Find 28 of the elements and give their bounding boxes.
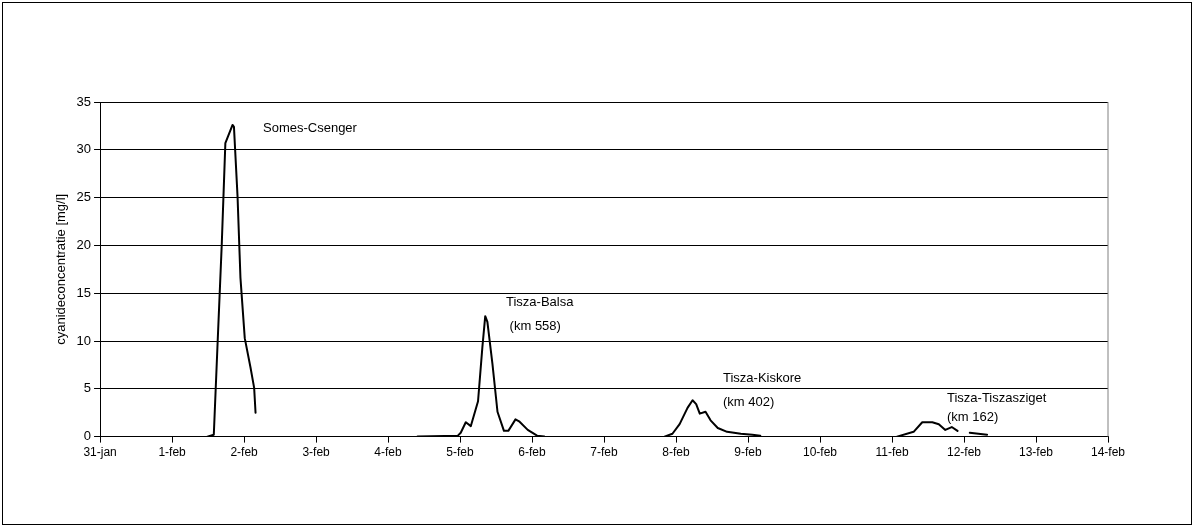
annotation: Tisza-Tiszasziget (km 162) — [947, 389, 1047, 424]
x-tick-label: 9-feb — [734, 445, 763, 460]
x-tick-label: 2-feb — [230, 445, 259, 460]
y-axis-title: cyanideconcentratie [mg/l] — [53, 193, 69, 345]
y-tick-label: 10 — [76, 332, 92, 348]
x-tick-label: 7-feb — [590, 445, 619, 460]
x-tick-label: 14-feb — [1090, 445, 1126, 460]
x-tick-label: 8-feb — [662, 445, 691, 460]
x-tick-label: 31-jan — [83, 445, 117, 460]
annotation: Somes-Csenger — [263, 119, 358, 135]
y-tick-label: 0 — [83, 428, 92, 444]
x-tick-label: 1-feb — [158, 445, 187, 460]
y-tick-label: 15 — [76, 284, 92, 300]
x-tick-label: 3-feb — [302, 445, 331, 460]
x-tick-label: 10-feb — [803, 445, 838, 460]
annotation: Tisza-Kiskore (km 402) — [723, 369, 802, 409]
y-tick-label: 35 — [76, 93, 92, 109]
x-tick-label: 13-feb — [1018, 445, 1054, 460]
x-tick-label: 11-feb — [875, 445, 909, 460]
y-tick-label: 5 — [83, 380, 92, 396]
y-tick-label: 30 — [76, 141, 92, 157]
x-tick-label: 5-feb — [446, 445, 475, 460]
y-tick-label: 20 — [76, 236, 92, 252]
y-tick-label: 25 — [76, 189, 92, 205]
annotation: Tisza-Balsa (km 558) — [506, 293, 575, 333]
x-tick-label: 6-feb — [518, 445, 547, 460]
x-tick-label: 12-feb — [946, 445, 982, 460]
x-tick-label: 4-feb — [374, 445, 403, 460]
